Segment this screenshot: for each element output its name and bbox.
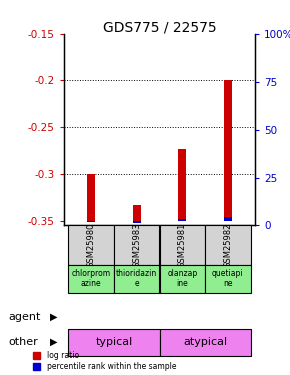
Bar (205, 265, 251, 292)
Bar (160, 265, 205, 292)
Text: quetiapi
ne: quetiapi ne (212, 269, 244, 288)
Bar (114, 265, 160, 292)
Text: atypical: atypical (183, 337, 227, 347)
Text: typical: typical (95, 337, 133, 347)
Text: GSM25983: GSM25983 (132, 222, 141, 268)
Bar (205, 225, 251, 265)
Text: agent: agent (9, 312, 41, 322)
Bar (133, 221, 141, 222)
Text: GSM25980: GSM25980 (87, 222, 96, 268)
Bar (178, 219, 186, 221)
Bar (68, 225, 114, 265)
Bar (114, 225, 160, 265)
Text: chlorprom
azine: chlorprom azine (72, 269, 111, 288)
Text: GDS775 / 22575: GDS775 / 22575 (103, 21, 216, 34)
Bar (224, 217, 232, 221)
Text: thioridazin
e: thioridazin e (116, 269, 157, 288)
Bar (68, 328, 160, 356)
Bar (160, 328, 251, 356)
Bar (87, 174, 95, 221)
Text: GSM25981: GSM25981 (178, 222, 187, 268)
Legend: log ratio, percentile rank within the sample: log ratio, percentile rank within the sa… (33, 351, 176, 371)
Text: olanzap
ine: olanzap ine (167, 269, 197, 288)
Text: GSM25982: GSM25982 (223, 222, 232, 268)
Bar (133, 205, 141, 221)
Bar (68, 265, 114, 292)
Text: ▶: ▶ (50, 312, 57, 322)
Bar (160, 225, 205, 265)
Bar (224, 81, 232, 221)
Bar (178, 149, 186, 221)
Text: other: other (9, 337, 39, 347)
Text: ▶: ▶ (50, 337, 57, 347)
Bar (87, 221, 95, 222)
